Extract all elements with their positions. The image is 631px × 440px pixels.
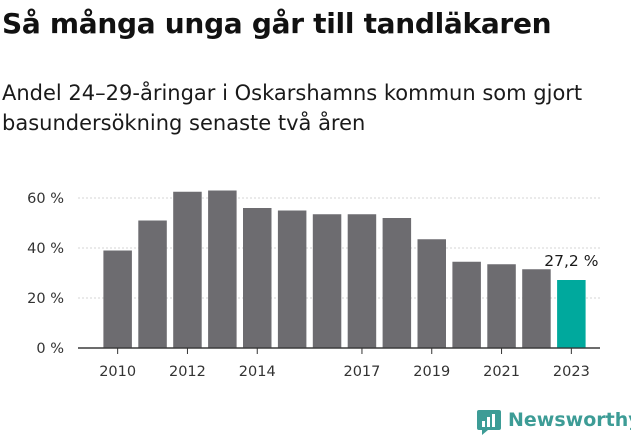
bar bbox=[557, 280, 586, 348]
x-tick-label: 2019 bbox=[413, 364, 450, 380]
chart-title: Så många unga går till tandläkaren bbox=[2, 7, 552, 40]
bar-chart: 0 % 20 % 40 % 60 % 2010 2012 2014 2017 2019 2021 2… bbox=[27, 190, 600, 380]
x-tick-label: 2021 bbox=[483, 364, 520, 380]
data-label: 27,2 % bbox=[544, 252, 598, 270]
x-tick-label: 2017 bbox=[343, 364, 380, 380]
bar bbox=[173, 191, 202, 348]
bar bbox=[138, 220, 167, 348]
bar bbox=[347, 214, 377, 348]
y-tick-label: 60 % bbox=[27, 191, 64, 207]
x-tick-label: 2012 bbox=[169, 364, 206, 380]
brand-name: Newsworthy bbox=[508, 409, 631, 431]
x-tick-label: 2023 bbox=[553, 364, 590, 380]
bar bbox=[382, 218, 412, 348]
bar bbox=[417, 239, 446, 348]
bar bbox=[103, 250, 132, 348]
chart-subtitle: Andel 24–29-åringar i Oskarshamns kommun… bbox=[2, 81, 583, 135]
bar bbox=[243, 208, 272, 348]
bar bbox=[208, 190, 237, 348]
bar bbox=[487, 264, 516, 348]
newsworthy-logo-icon bbox=[477, 410, 501, 435]
bar bbox=[452, 261, 481, 348]
x-tick-label: 2010 bbox=[99, 364, 136, 380]
y-tick-label: 20 % bbox=[27, 291, 64, 307]
x-tick-label: 2014 bbox=[239, 364, 276, 380]
bar bbox=[312, 214, 342, 348]
bar bbox=[522, 269, 551, 348]
y-tick-label: 0 % bbox=[36, 341, 64, 357]
bar bbox=[277, 210, 307, 348]
y-tick-label: 40 % bbox=[27, 241, 64, 257]
newsworthy-logo: Newsworthy bbox=[476, 408, 631, 438]
